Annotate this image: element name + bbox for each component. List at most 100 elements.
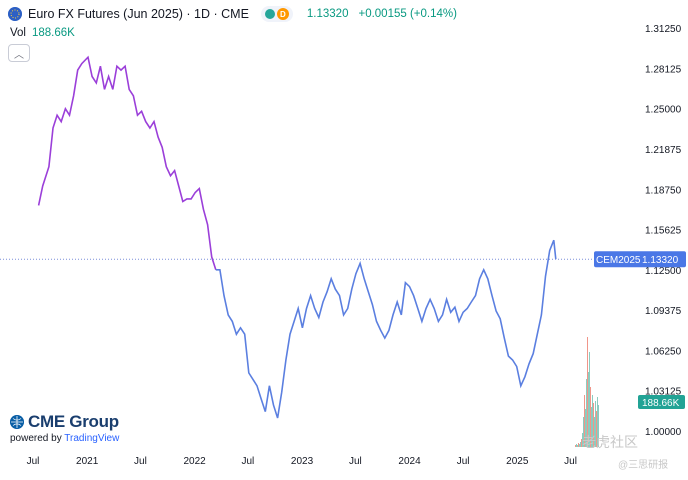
price-point <box>453 306 456 309</box>
price-point <box>491 294 494 297</box>
price-point <box>540 313 543 316</box>
volume-bar <box>584 395 585 447</box>
price-point <box>396 301 399 304</box>
price-point <box>478 277 481 280</box>
price-point <box>87 56 90 59</box>
price-point <box>466 307 469 310</box>
price-point <box>194 191 197 194</box>
price-point <box>536 333 539 336</box>
tradingview-link[interactable]: TradingView <box>64 433 120 444</box>
volume-bar <box>587 337 588 447</box>
volume-bar <box>585 409 586 447</box>
last-price-symbol: CEM2025 <box>596 255 641 266</box>
collapse-legend-button[interactable]: ︿ <box>8 44 30 62</box>
price-point <box>449 311 452 314</box>
price-point <box>210 255 213 258</box>
price-point <box>260 397 263 400</box>
price-point <box>528 362 531 365</box>
powered-prefix: powered by <box>10 433 65 444</box>
price-point <box>202 208 205 211</box>
status-toggle[interactable]: D <box>260 6 293 22</box>
price-point <box>383 337 386 340</box>
volume-bar <box>595 401 596 447</box>
price-point <box>346 307 349 310</box>
price-point <box>342 313 345 316</box>
volume-bar <box>580 442 581 447</box>
volume-bar <box>596 411 597 447</box>
price-change: +0.00155 (+0.14%) <box>358 8 457 20</box>
price-point <box>532 352 535 355</box>
cme-logo: CME Group powered by TradingView <box>10 412 119 444</box>
x-tick-label: 2023 <box>291 456 314 467</box>
volume-bar <box>591 407 592 447</box>
price-point <box>375 320 378 323</box>
price-point <box>392 313 395 316</box>
volume-bar <box>581 439 582 447</box>
price-point <box>408 285 411 288</box>
volume-value: 188.66K <box>32 27 75 39</box>
price-point <box>305 307 308 310</box>
price-point <box>111 88 114 91</box>
volume-bar <box>589 352 590 447</box>
volume-bar <box>586 379 587 447</box>
price-point <box>486 277 489 280</box>
price-point <box>165 165 168 168</box>
cme-globe-icon <box>10 415 24 429</box>
price-point <box>293 320 296 323</box>
x-tick-label: 2025 <box>506 456 529 467</box>
chart-title: Euro FX Futures (Jun 2025) · 1D · CME <box>28 7 249 21</box>
price-point <box>124 65 127 68</box>
price-point <box>41 185 44 188</box>
price-point <box>132 94 135 97</box>
price-point <box>76 69 79 72</box>
price-point <box>387 329 390 332</box>
volume-bar <box>579 444 580 447</box>
price-point <box>144 120 147 123</box>
watermark-community: 老虎社区 <box>582 434 638 450</box>
price-point <box>161 146 164 149</box>
x-tick-label: 2021 <box>76 456 99 467</box>
price-point <box>441 313 444 316</box>
price-point <box>309 294 312 297</box>
y-axis: 1.31250 1.28125 1.25000 1.21875 1.18750 1.156… <box>645 24 682 438</box>
price-point <box>338 294 341 297</box>
volume-bar <box>593 403 594 447</box>
x-tick-label: 2024 <box>398 456 421 467</box>
price-point <box>552 239 555 242</box>
price-point <box>511 359 514 362</box>
price-point <box>256 384 259 387</box>
price-point <box>91 75 94 78</box>
price-point <box>400 313 403 316</box>
volume-bar <box>577 445 578 447</box>
price-point <box>140 110 143 113</box>
y-tick-label: 1.06250 <box>645 346 682 357</box>
price-point <box>429 298 432 301</box>
price-point <box>404 281 407 284</box>
price-point <box>60 120 63 123</box>
price-point <box>515 365 518 368</box>
price-point <box>272 404 275 407</box>
price-point <box>544 275 547 278</box>
volume-bar <box>583 417 584 447</box>
price-point <box>218 268 221 271</box>
volume-bar <box>592 395 593 447</box>
chart-header: Euro FX Futures (Jun 2025) · 1D · CME D … <box>8 5 457 23</box>
price-point <box>239 326 242 329</box>
price-point <box>235 333 238 336</box>
price-point <box>247 371 250 374</box>
price-point <box>136 114 139 117</box>
x-tick-label: Jul <box>349 456 362 467</box>
price-point <box>64 107 67 110</box>
price-point <box>284 359 287 362</box>
volume-bar <box>576 444 577 447</box>
price-point <box>177 185 180 188</box>
price-point <box>72 94 75 97</box>
price-point <box>437 320 440 323</box>
volume-bar <box>594 417 595 447</box>
last-price: 1.13320 <box>306 8 349 20</box>
price-point <box>367 290 370 293</box>
price-point <box>474 294 477 297</box>
price-point <box>470 301 473 304</box>
cme-logo-text: CME Group <box>28 412 119 431</box>
